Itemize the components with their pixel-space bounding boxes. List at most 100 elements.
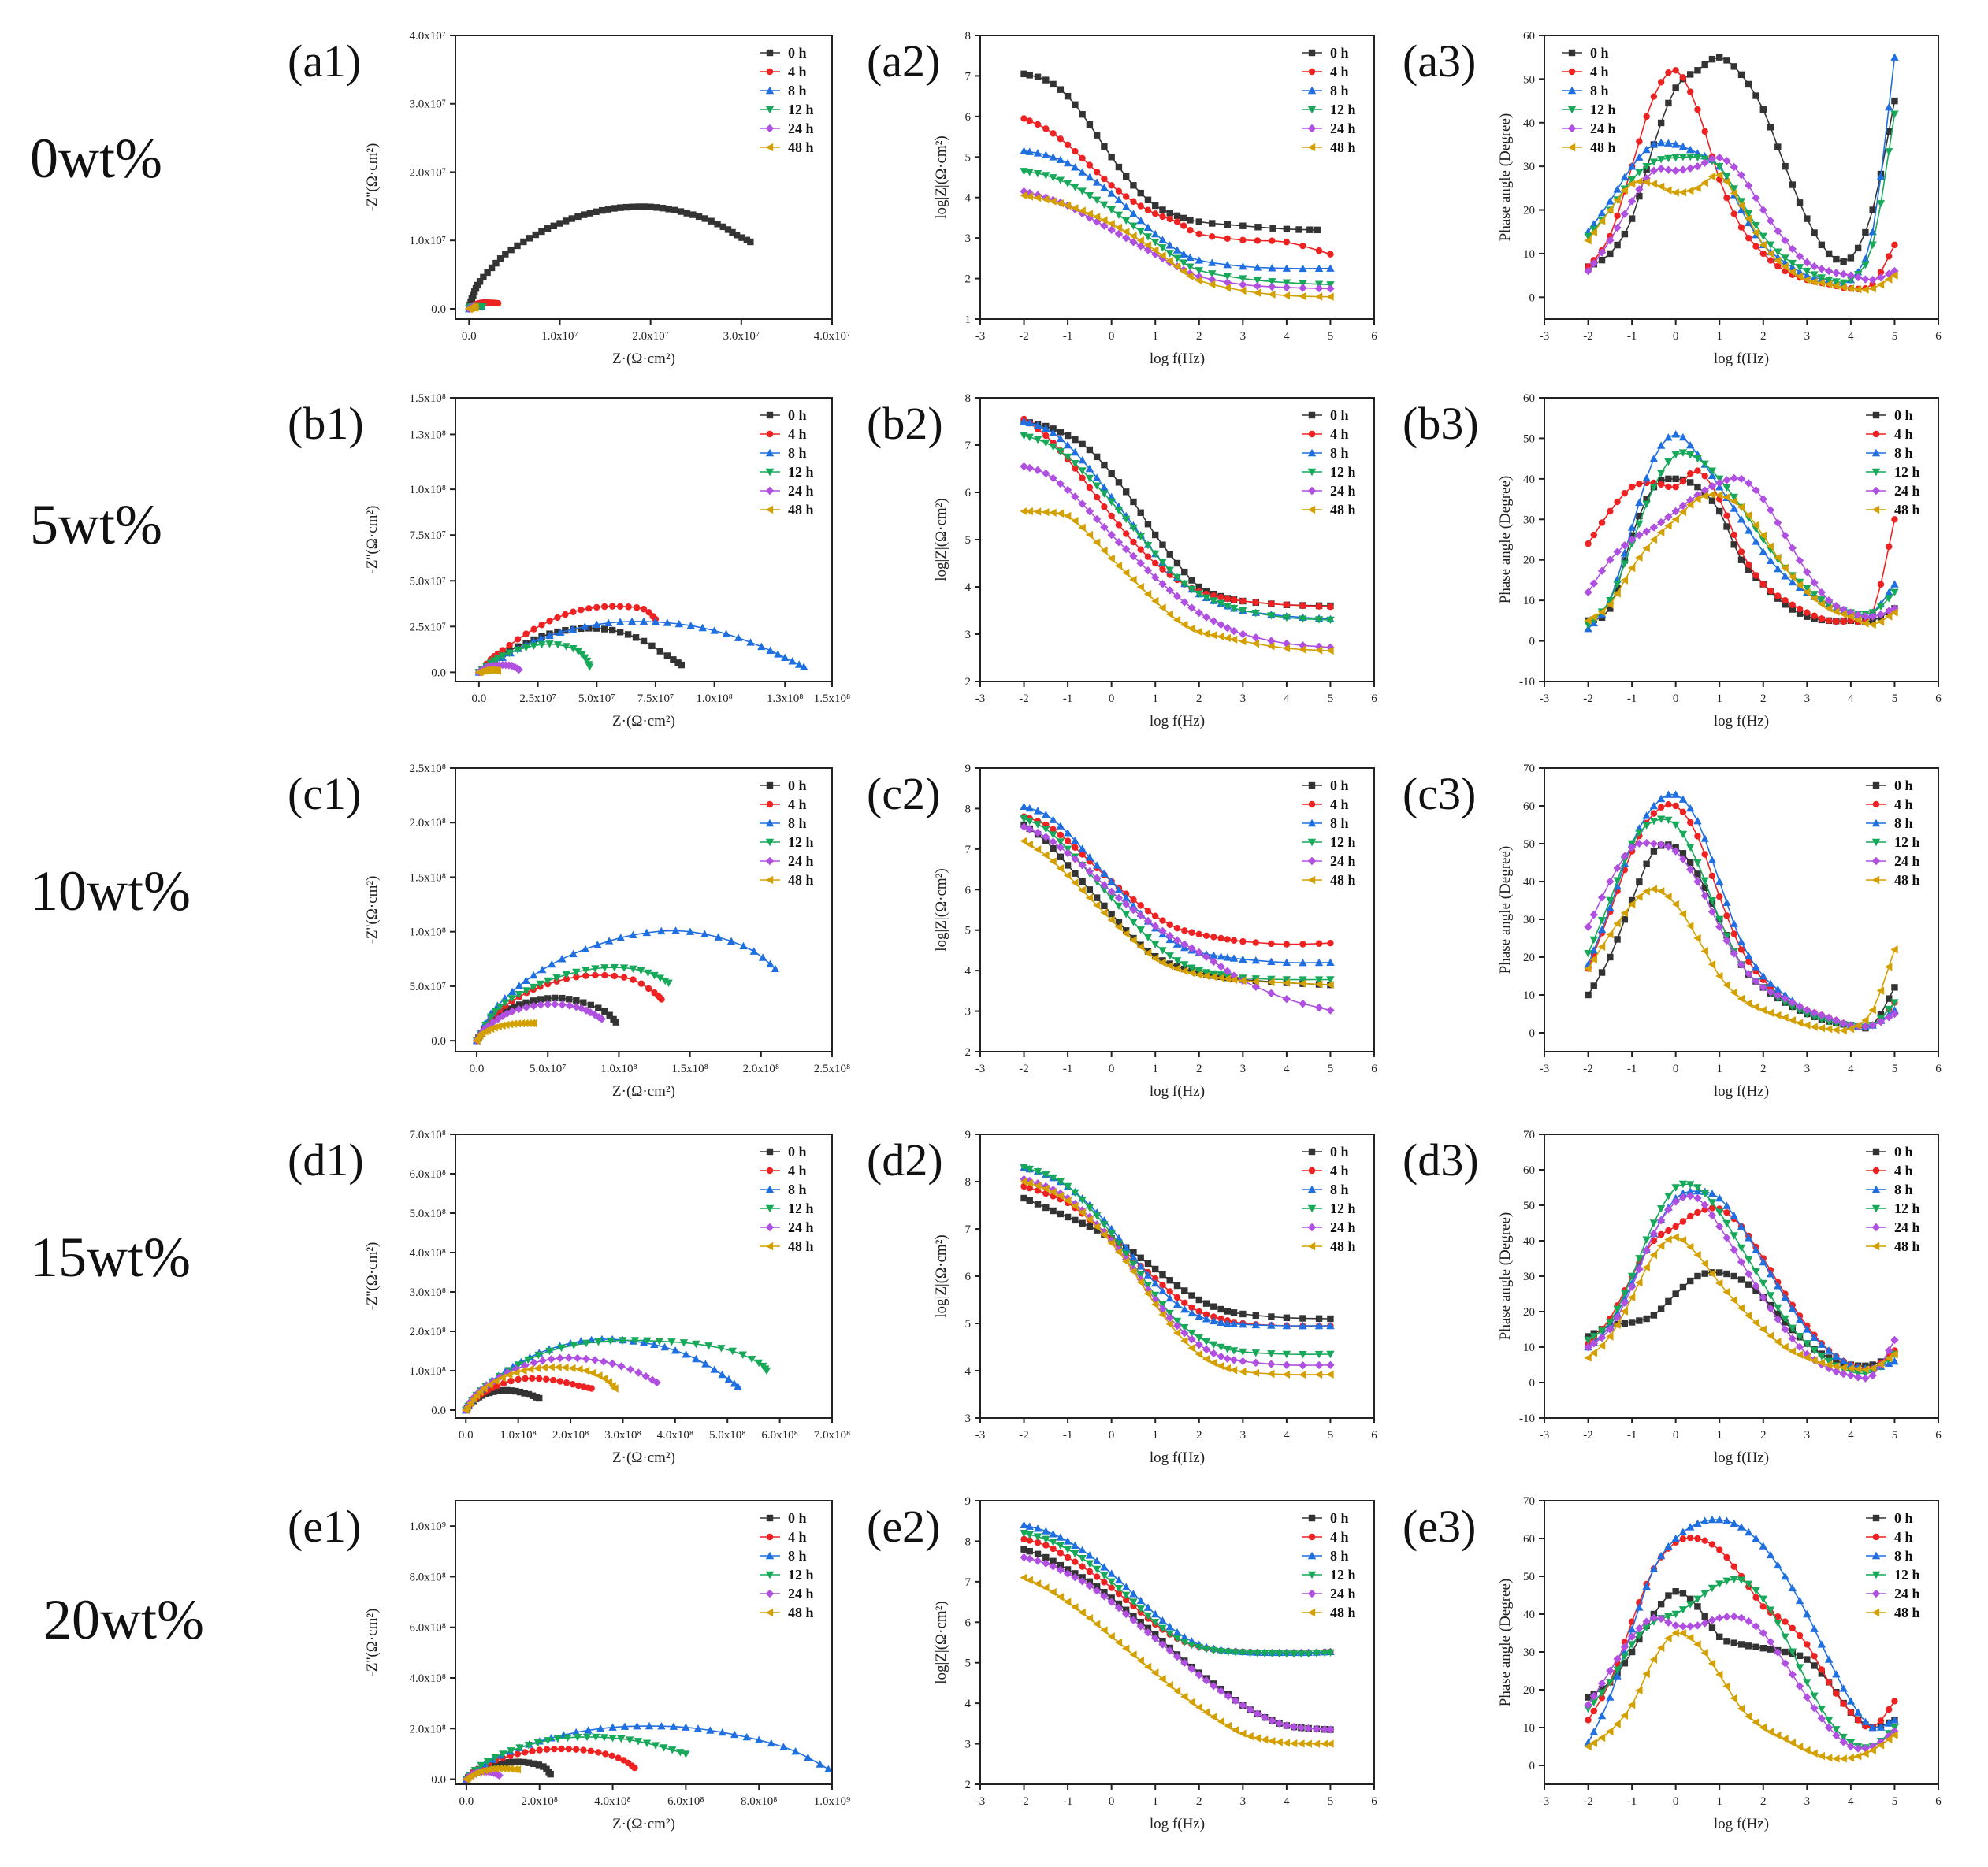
data-point xyxy=(1597,1327,1607,1335)
data-point xyxy=(1195,1340,1203,1349)
data-point xyxy=(1085,893,1094,902)
data-point xyxy=(1172,573,1182,582)
data-point xyxy=(1606,600,1614,609)
data-point xyxy=(1781,262,1789,271)
data-point xyxy=(1136,216,1145,225)
data-point xyxy=(1224,221,1231,228)
legend: 0 h4 h8 h12 h24 h48 h xyxy=(1562,45,1616,155)
data-point xyxy=(1656,138,1666,147)
data-point xyxy=(1649,839,1659,848)
data-point xyxy=(1223,284,1231,292)
data-point xyxy=(1693,1250,1701,1260)
data-point xyxy=(543,1746,551,1753)
data-point xyxy=(1122,173,1130,180)
y-tick-label: 1.0x10⁸ xyxy=(410,484,446,496)
data-point xyxy=(1589,955,1597,964)
data-point xyxy=(1788,1347,1797,1356)
data-point xyxy=(641,1371,650,1381)
data-point xyxy=(692,1354,700,1363)
data-point xyxy=(1078,1577,1087,1586)
y-tick-label: 8.0x10⁸ xyxy=(410,1571,446,1583)
legend-marker xyxy=(1307,124,1317,133)
data-point xyxy=(1202,1708,1210,1717)
data-point xyxy=(1774,985,1782,993)
panel-label: (d2) xyxy=(867,1134,943,1186)
data-point xyxy=(1685,1523,1695,1531)
data-point xyxy=(611,1384,619,1393)
data-point xyxy=(514,1361,522,1369)
data-point xyxy=(1810,1749,1818,1758)
x-tick-label: 2.0x10⁷ xyxy=(632,330,668,343)
data-point xyxy=(661,978,670,985)
data-point xyxy=(1079,474,1086,481)
data-point xyxy=(1049,1188,1057,1197)
data-point xyxy=(1282,1350,1291,1359)
data-point xyxy=(1730,930,1737,937)
data-point xyxy=(1766,542,1774,551)
data-point xyxy=(1671,188,1679,197)
data-point xyxy=(1671,900,1679,908)
data-point xyxy=(1049,1587,1057,1597)
data-point xyxy=(1613,1320,1621,1330)
data-point xyxy=(1810,578,1819,587)
data-point xyxy=(1891,516,1898,523)
x-axis-title: Z·(Ω·cm²) xyxy=(612,1816,675,1832)
legend-label: 12 h xyxy=(1330,1201,1356,1216)
data-point xyxy=(1715,1580,1724,1588)
data-point xyxy=(1049,837,1057,846)
data-point xyxy=(1627,843,1637,852)
data-point xyxy=(1694,1272,1701,1280)
data-point xyxy=(708,217,715,225)
data-point xyxy=(1642,1582,1651,1590)
data-point xyxy=(1314,980,1323,989)
data-point xyxy=(1092,482,1102,490)
x-axis-title: log f(Hz) xyxy=(1150,351,1205,367)
data-point xyxy=(1137,509,1144,516)
data-point xyxy=(1671,140,1680,148)
data-point xyxy=(1656,840,1666,849)
data-point xyxy=(1020,1520,1028,1529)
data-point xyxy=(1627,180,1636,188)
data-point xyxy=(1589,228,1597,237)
data-point xyxy=(1635,893,1643,901)
data-point xyxy=(1195,967,1203,975)
data-point xyxy=(1693,1193,1702,1203)
data-point xyxy=(1678,1527,1688,1535)
legend: 0 h4 h8 h12 h24 h48 h xyxy=(1302,407,1356,518)
data-point xyxy=(1853,1752,1862,1761)
data-point xyxy=(1085,1551,1094,1559)
data-point xyxy=(1180,250,1188,258)
data-point xyxy=(1282,958,1291,967)
data-point xyxy=(1108,154,1115,161)
data-point xyxy=(1620,1294,1629,1302)
data-point xyxy=(1643,113,1650,121)
plot-area xyxy=(1584,53,1899,294)
data-point xyxy=(1766,217,1775,225)
data-point xyxy=(1774,248,1782,256)
data-point xyxy=(1093,1227,1101,1234)
data-point xyxy=(1752,1287,1759,1294)
data-point xyxy=(1299,1321,1307,1330)
data-point xyxy=(1678,507,1687,517)
data-point xyxy=(604,618,613,627)
data-point xyxy=(1064,1213,1072,1221)
data-point xyxy=(569,949,578,958)
data-point xyxy=(1180,1336,1188,1346)
data-point xyxy=(1180,1658,1189,1668)
data-point xyxy=(1172,1687,1181,1695)
data-point xyxy=(568,215,576,222)
data-point xyxy=(1166,210,1173,217)
data-point xyxy=(1635,1264,1644,1274)
y-tick-label: 60 xyxy=(1523,30,1535,43)
data-point xyxy=(1656,156,1666,164)
data-point xyxy=(1832,1026,1840,1034)
data-point xyxy=(677,208,685,215)
data-point xyxy=(1158,1624,1167,1633)
data-point xyxy=(1208,258,1217,266)
data-point xyxy=(1172,254,1182,263)
data-point xyxy=(1846,1025,1855,1034)
data-point xyxy=(695,213,703,221)
data-point xyxy=(1649,140,1659,148)
x-tick-label: 6.0x10⁸ xyxy=(761,1429,797,1442)
data-point xyxy=(739,941,748,950)
